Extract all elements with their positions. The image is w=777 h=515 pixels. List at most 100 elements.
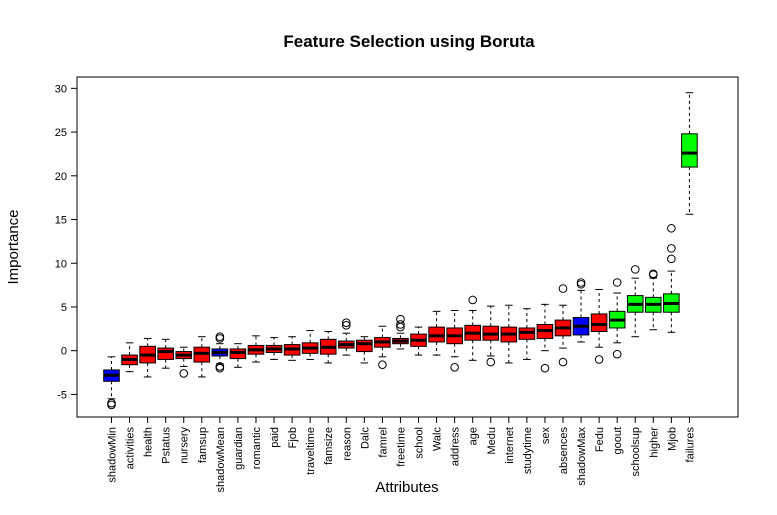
outlier-point xyxy=(215,334,225,343)
y-tick-label: 30 xyxy=(55,83,67,95)
y-tick-label: -5 xyxy=(57,389,67,401)
box-studytime xyxy=(518,308,536,360)
x-tick-label: romantic xyxy=(251,427,263,470)
outlier-point xyxy=(215,332,225,342)
outlier-point xyxy=(649,270,658,279)
box-Medu xyxy=(482,305,500,367)
x-tick-label: activities xyxy=(125,427,137,470)
x-tick-label: shadowMean xyxy=(215,427,227,492)
x-tick-label: Medu xyxy=(486,427,498,455)
box-absences xyxy=(554,284,572,367)
outlier-point xyxy=(558,284,568,293)
x-tick-label: address xyxy=(450,427,462,467)
x-tick-label: Fjob xyxy=(287,427,299,448)
outlier-point xyxy=(396,322,405,332)
x-tick-label: paid xyxy=(269,427,281,448)
box-schoolsup xyxy=(626,265,644,338)
y-tick-label: 0 xyxy=(61,346,67,358)
x-tick-label: nursery xyxy=(179,427,191,464)
box-freetime xyxy=(392,314,409,350)
x-tick-label: health xyxy=(143,427,155,457)
x-tick-label: age xyxy=(468,427,480,445)
outlier-point xyxy=(667,254,676,264)
x-tick-label: sex xyxy=(540,427,552,445)
x-tick-label: schoolsup xyxy=(630,427,642,477)
box-age xyxy=(464,295,481,361)
box-iqr xyxy=(681,133,698,168)
outlier-point xyxy=(215,363,225,373)
box-shadowMin xyxy=(103,356,120,410)
outlier-point xyxy=(396,320,405,329)
box-famrel xyxy=(374,325,391,369)
y-axis: -5 0 5 10 15 20 25 30 xyxy=(55,83,77,401)
x-tick-label: failures xyxy=(684,427,696,463)
x-tick-label: guardian xyxy=(233,427,245,470)
outlier-point xyxy=(540,363,550,373)
box-Fedu xyxy=(590,288,608,364)
x-tick-label: Dalc xyxy=(359,427,371,450)
outlier-point xyxy=(378,360,387,369)
x-tick-label: goout xyxy=(612,427,624,455)
outlier-point xyxy=(179,369,189,378)
box-guardian xyxy=(229,343,247,368)
x-tick-label: Pstatus xyxy=(161,427,173,464)
outlier-point xyxy=(341,321,351,330)
boxes-layer xyxy=(103,92,698,410)
chart-title: Feature Selection using Boruta xyxy=(283,32,535,51)
box-failures xyxy=(681,92,698,215)
box-shadowMean xyxy=(211,332,229,373)
outlier-point xyxy=(558,357,568,367)
box-Mjob xyxy=(663,223,680,333)
box-traveltime xyxy=(301,330,319,360)
box-Pstatus xyxy=(157,338,174,369)
box-school xyxy=(410,326,427,356)
box-reason xyxy=(337,318,355,356)
box-higher xyxy=(645,269,662,331)
box-goout xyxy=(608,278,626,359)
box-Walc xyxy=(428,310,445,356)
y-tick-label: 25 xyxy=(55,127,67,139)
box-iqr xyxy=(356,339,373,353)
box-shadowMax xyxy=(572,278,590,343)
x-tick-label: absences xyxy=(558,427,570,475)
box-paid xyxy=(265,337,283,360)
x-tick-label: reason xyxy=(341,427,353,461)
x-tick-label: Walc xyxy=(432,427,444,452)
box-Fjob xyxy=(283,336,301,361)
outlier-point xyxy=(667,223,676,233)
outlier-point xyxy=(612,349,622,359)
y-tick-label: 20 xyxy=(55,171,67,183)
x-tick-label: higher xyxy=(648,427,660,458)
x-axis-label: Attributes xyxy=(375,479,438,496)
box-internet xyxy=(500,304,518,364)
outlier-point xyxy=(107,400,116,410)
x-tick-label: Mjob xyxy=(666,427,678,451)
box-famsize xyxy=(319,330,337,364)
x-tick-label: famrel xyxy=(377,427,389,458)
box-activities xyxy=(121,342,138,373)
y-tick-label: 15 xyxy=(55,215,67,227)
outlier-point xyxy=(468,295,478,305)
x-tick-label: famsup xyxy=(197,427,209,463)
x-tick-label: school xyxy=(414,427,426,459)
x-tick-label: famsize xyxy=(323,427,335,465)
x-tick-label: traveltime xyxy=(305,427,317,475)
y-tick-label: 10 xyxy=(55,258,67,270)
box-romantic xyxy=(247,335,265,363)
box-nursery xyxy=(175,346,193,378)
box-sex xyxy=(536,303,554,373)
outlier-point xyxy=(612,278,622,287)
x-axis: shadowMin activities health Pstatus nursery f… xyxy=(107,417,696,492)
x-tick-label: freetime xyxy=(395,427,407,467)
y-tick-label: 5 xyxy=(61,302,67,314)
outlier-point xyxy=(594,355,604,364)
x-tick-label: shadowMax xyxy=(576,427,588,486)
box-address xyxy=(446,309,463,372)
box-Dalc xyxy=(356,336,373,364)
box-iqr xyxy=(157,347,174,360)
outlier-point xyxy=(341,318,351,328)
box-health xyxy=(139,337,156,378)
x-tick-label: Fedu xyxy=(594,427,606,452)
x-tick-label: internet xyxy=(504,427,516,464)
